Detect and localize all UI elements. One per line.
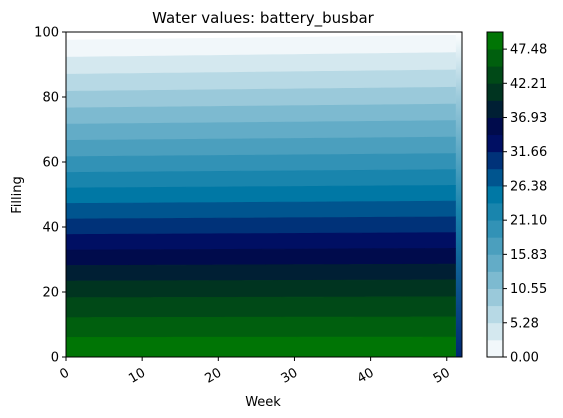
colorbar-segment (487, 203, 503, 221)
x-axis: 0 10 20 30 40 50 (57, 357, 453, 387)
colorbar-segment (487, 271, 503, 289)
colorbar-tick-label: 31.66 (510, 145, 547, 160)
contour-band (65, 232, 457, 251)
y-tick-label: 60 (42, 156, 59, 171)
x-tick-label: 10 (126, 365, 148, 386)
contour-band (65, 248, 457, 266)
contour-band (65, 185, 457, 204)
y-axis: 0 20 40 60 80 100 (34, 26, 66, 366)
colorbar-segment (487, 254, 503, 272)
colorbar-tick-label: 15.83 (510, 248, 547, 263)
contour-band (65, 296, 457, 318)
contour-band (65, 200, 457, 220)
contour-band (65, 316, 457, 338)
colorbar-tick-label: 0.00 (510, 351, 539, 366)
colorbar-frame (486, 31, 504, 358)
colorbar-segment (487, 83, 503, 101)
chart-title: Water values: battery_busbar (152, 9, 375, 28)
y-tick-label: 40 (42, 221, 59, 236)
colorbar-segment (487, 66, 503, 84)
colorbar-segment (487, 151, 503, 170)
colorbar-segment (487, 134, 503, 153)
colorbar-segment (487, 305, 503, 324)
colorbar-segment (487, 237, 503, 255)
contour-band (65, 336, 457, 358)
x-tick-label: 40 (355, 365, 377, 386)
colorbar-tick-label: 21.10 (510, 214, 547, 229)
colorbar-segment (487, 322, 503, 341)
colorbar-segment (487, 100, 503, 118)
contour-band (65, 279, 457, 299)
colorbar-segment (487, 220, 503, 238)
x-axis-title: Week (245, 395, 281, 410)
end-week-strip (455, 32, 462, 357)
colorbar-segment (487, 32, 503, 50)
plot-frame (65, 31, 463, 358)
contour-band (65, 216, 457, 235)
contour-band (65, 169, 457, 189)
x-tick-label: 0 (57, 365, 72, 382)
colorbar: 0.00 5.28 10.55 15.83 21.10 26.38 31.66 36.93 42… (486, 31, 547, 366)
colorbar-tick-label: 47.48 (510, 43, 547, 58)
colorbar-segment (487, 185, 503, 204)
colorbar-tick-label: 42.21 (510, 77, 547, 92)
contour-band (65, 136, 457, 157)
x-tick-label: 20 (202, 365, 224, 386)
colorbar-segment (487, 339, 503, 358)
colorbar-segment (487, 49, 503, 67)
plot-area (65, 31, 463, 358)
contour-band (65, 263, 457, 282)
colorbar-tick-label: 5.28 (510, 316, 539, 331)
colorbar-segment (487, 288, 503, 307)
y-tick-label: 100 (34, 26, 59, 41)
colorbar-segment (487, 168, 503, 187)
y-tick-label: 80 (42, 91, 59, 106)
y-tick-label: 0 (51, 351, 59, 366)
colorbar-tick-label: 26.38 (510, 179, 547, 194)
y-tick-label: 20 (42, 286, 59, 301)
x-tick-label: 30 (279, 365, 301, 386)
x-tick-label: 50 (431, 365, 453, 386)
y-axis-title: Filling (10, 176, 25, 213)
colorbar-segment (487, 117, 503, 136)
contour-band (65, 153, 457, 173)
colorbar-tick-label: 36.93 (510, 111, 547, 126)
colorbar-tick-label: 10.55 (510, 282, 547, 297)
